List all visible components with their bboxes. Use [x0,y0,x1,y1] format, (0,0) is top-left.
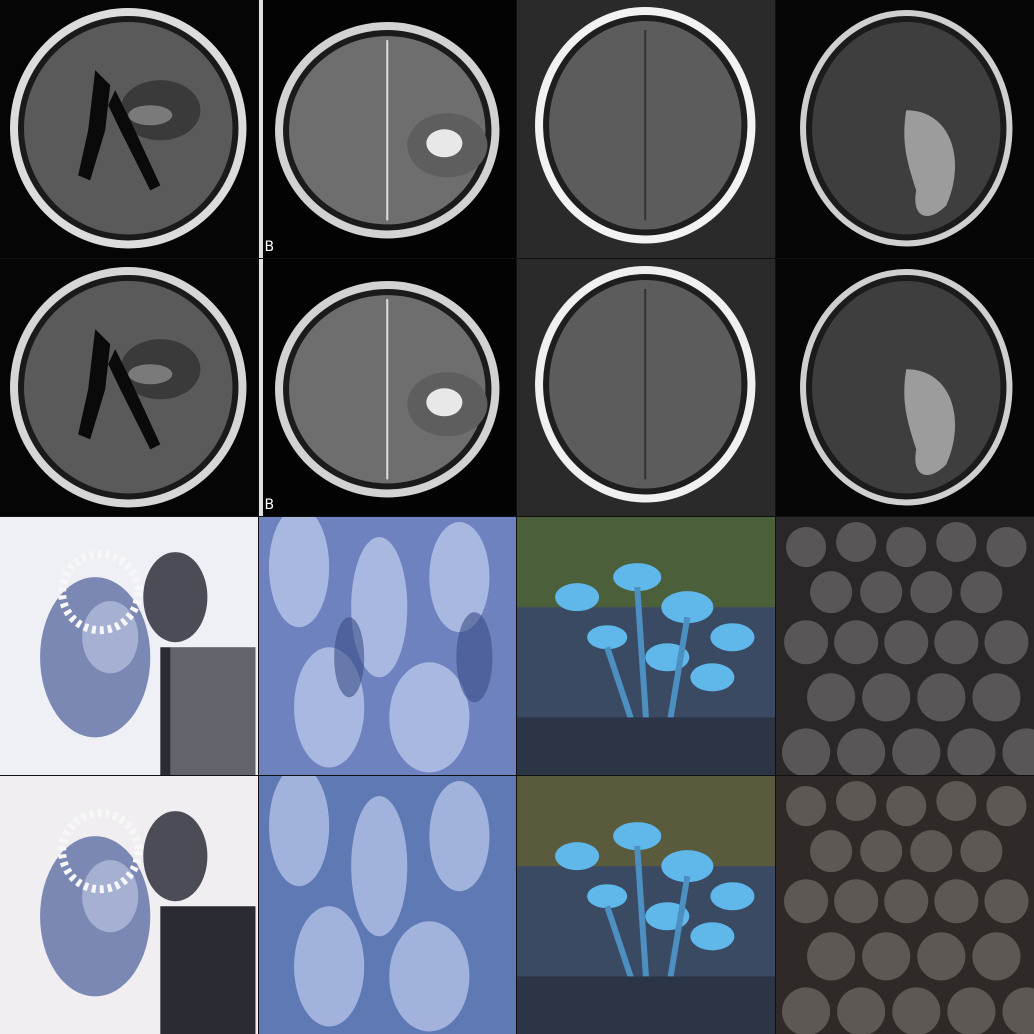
mri-slice-graphic [517,0,776,259]
dolls-photo-reconstructed [257,774,518,1034]
mri-axial-ventricles-reconstructed [0,257,260,518]
mri-slice-graphic [0,258,259,517]
mushrooms-photo-original [516,516,777,777]
mri-axial-lesion-original: B [257,0,518,260]
mri-slice-graphic [775,0,1034,259]
mri-axial-ventricles-original [0,0,260,260]
blueberries-graphic [775,775,1034,1034]
blueberries-graphic [775,517,1034,776]
couple-graphic [0,775,259,1034]
blueberries-photo-original [774,516,1034,777]
mri-slice-graphic [258,258,517,517]
mushrooms-graphic [517,775,776,1034]
mushrooms-graphic [517,517,776,776]
mri-slice-graphic [0,0,259,259]
couple-photo-original [0,516,260,777]
mri-slice-graphic [517,258,776,517]
couple-graphic [0,517,259,776]
dolls-graphic [258,517,517,776]
mri-axial-flair-original [774,0,1034,260]
dolls-graphic [258,775,517,1034]
mri-slice-graphic [775,258,1034,517]
dolls-photo-original [257,516,518,777]
mri-axial-cortex-original [516,0,777,260]
mushrooms-photo-reconstructed [516,774,777,1034]
mri-slice-graphic [258,0,517,259]
mri-axial-flair-reconstructed [774,257,1034,518]
mri-axial-lesion-reconstructed: B [257,257,518,518]
couple-photo-reconstructed [0,774,260,1034]
blueberries-photo-reconstructed [774,774,1034,1034]
panel-letter: B [264,238,275,255]
panel-letter: B [264,497,275,513]
mri-axial-cortex-reconstructed [516,257,777,518]
